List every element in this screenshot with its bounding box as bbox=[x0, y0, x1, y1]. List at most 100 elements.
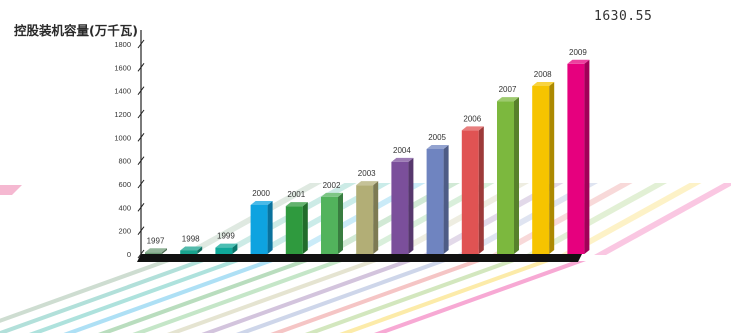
bar-front bbox=[532, 86, 550, 254]
bar-top bbox=[426, 145, 449, 149]
bar-1998: 1998 bbox=[180, 235, 203, 254]
bar-top bbox=[532, 82, 555, 86]
bar-2008: 2008 bbox=[532, 70, 555, 254]
bar-top bbox=[321, 192, 343, 197]
bar-side bbox=[162, 248, 167, 254]
y-tick-mark bbox=[137, 156, 145, 165]
bar-category-label: 2008 bbox=[534, 70, 552, 79]
bar-top bbox=[461, 126, 484, 131]
floor-stripe bbox=[29, 261, 241, 333]
floor-stripe bbox=[63, 261, 276, 333]
bar-front bbox=[567, 63, 585, 254]
y-tick-label: 1600 bbox=[114, 63, 131, 72]
y-tick-mark bbox=[137, 226, 145, 235]
chart-title: 控股装机容量(万千瓦) bbox=[14, 23, 138, 38]
bar-2000: 2000 bbox=[250, 189, 273, 254]
bar-top bbox=[391, 157, 414, 162]
bar-category-label: 2007 bbox=[499, 85, 517, 94]
floor-stripe bbox=[98, 261, 310, 333]
bar-2002: 2002 bbox=[321, 181, 343, 254]
bar-side bbox=[478, 126, 484, 254]
bar-top bbox=[285, 202, 308, 207]
bar-side bbox=[197, 246, 203, 254]
bar-2001: 2001 bbox=[285, 190, 308, 254]
peak-value-label: 1630.55 bbox=[594, 9, 653, 24]
bar-category-label: 1999 bbox=[217, 232, 235, 241]
floor-stripe bbox=[0, 261, 207, 333]
bar-front bbox=[426, 149, 444, 254]
y-tick-label: 1400 bbox=[114, 87, 131, 96]
bar-top bbox=[180, 246, 203, 251]
floor-stripe-back bbox=[559, 183, 702, 255]
floor-stripe bbox=[132, 261, 345, 333]
floor-stripe bbox=[0, 261, 172, 323]
bar-2005: 2005 bbox=[426, 133, 449, 254]
floor-stripe bbox=[374, 261, 586, 333]
y-tick-label: 400 bbox=[118, 203, 131, 212]
bar-front bbox=[497, 101, 514, 255]
bar-category-label: 2002 bbox=[323, 181, 341, 190]
bar-side bbox=[514, 97, 519, 255]
bar-front bbox=[145, 252, 162, 254]
bar-top bbox=[145, 248, 167, 253]
bar-1997: 1997 bbox=[145, 236, 167, 254]
bar-front bbox=[391, 161, 409, 254]
bar-2007: 2007 bbox=[497, 85, 519, 255]
floor-stripe-back bbox=[318, 183, 460, 255]
floor-stripe-back bbox=[352, 183, 495, 255]
y-tick-mark bbox=[137, 203, 145, 212]
bar-category-label: 1997 bbox=[147, 236, 165, 245]
floor-stripe bbox=[167, 261, 379, 333]
floor-stripe bbox=[305, 261, 517, 333]
bar-side bbox=[267, 201, 273, 254]
floor-stripe-back bbox=[387, 183, 529, 255]
y-tick-mark bbox=[137, 133, 145, 142]
y-tick-mark bbox=[137, 249, 145, 259]
bar-front bbox=[321, 196, 338, 254]
floor-stripe-back bbox=[456, 183, 598, 255]
bar-side bbox=[232, 243, 238, 254]
bar-side bbox=[584, 59, 590, 254]
y-axis: 0 200 400 600 800 1000 1200 1400 1600 1800 bbox=[114, 30, 145, 259]
bar-1999: 1999 bbox=[215, 232, 238, 254]
bar-front bbox=[356, 185, 374, 254]
y-tick-mark bbox=[137, 109, 145, 119]
bar-side bbox=[373, 181, 379, 254]
bar-2003: 2003 bbox=[356, 169, 379, 254]
floor-stripe-back bbox=[594, 183, 731, 255]
bar-2004: 2004 bbox=[391, 146, 414, 254]
bar-side bbox=[549, 82, 555, 254]
bar-side bbox=[338, 192, 343, 254]
bar-front bbox=[250, 205, 268, 254]
y-tick-mark bbox=[137, 86, 145, 95]
floor-stripe-back bbox=[283, 183, 426, 255]
floor-stripe bbox=[201, 261, 414, 333]
floor-stripe-back bbox=[421, 183, 564, 255]
y-tick-label: 200 bbox=[118, 227, 131, 236]
floor-stripe-edge bbox=[0, 185, 22, 195]
floor-stripe bbox=[270, 261, 483, 333]
bar-front bbox=[285, 206, 303, 254]
bars: 1997 1998 1999 2000 2001 2002 2003 2004 2005 2006… bbox=[145, 48, 590, 255]
bar-2009: 2009 bbox=[567, 48, 590, 254]
bar-front bbox=[180, 250, 198, 254]
y-tick-label: 1200 bbox=[114, 110, 131, 119]
bar-top bbox=[497, 97, 519, 102]
y-tick-label: 0 bbox=[127, 250, 131, 259]
y-tick-mark bbox=[137, 39, 145, 49]
bar-top bbox=[215, 243, 238, 248]
bar-2006: 2006 bbox=[461, 114, 484, 254]
y-tick-label: 1800 bbox=[114, 40, 131, 49]
bar-category-label: 2000 bbox=[252, 189, 270, 198]
floor-stripe-back bbox=[525, 183, 667, 255]
bar-category-label: 2006 bbox=[463, 114, 481, 123]
bar-category-label: 2004 bbox=[393, 146, 411, 155]
bar-top bbox=[356, 181, 379, 186]
floor-stripe-back bbox=[249, 183, 391, 255]
bar-category-label: 1998 bbox=[182, 235, 200, 244]
bar-side bbox=[443, 145, 449, 254]
y-tick-label: 800 bbox=[118, 157, 131, 166]
bar-top bbox=[250, 201, 273, 205]
